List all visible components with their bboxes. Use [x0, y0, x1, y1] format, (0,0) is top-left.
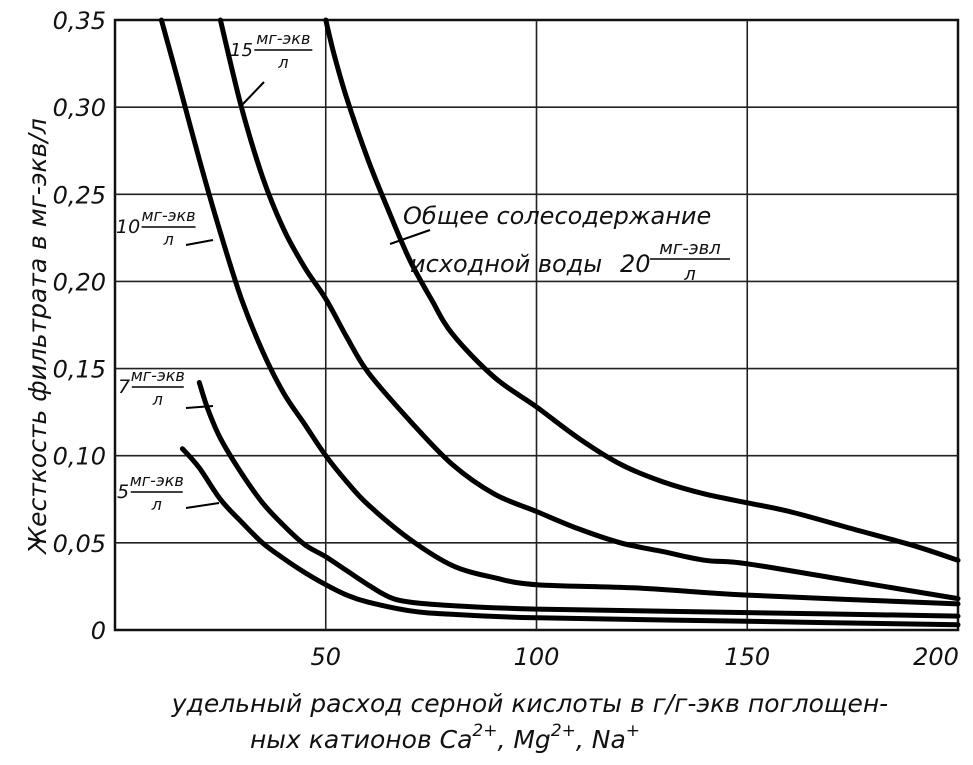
series-label-value: 10 [116, 216, 140, 238]
series-label-unit-numerator: мг-экв [131, 366, 185, 385]
label-leader-line [185, 239, 214, 246]
label-leader-line [185, 502, 220, 509]
x-tick-label: 200 [913, 643, 959, 671]
series-label-unit-numerator: мг-эвл [659, 238, 721, 259]
series-line-10 [158, 17, 961, 607]
series-labels: 5мг-эквл7мг-эквл10мг-эквл15мг-эквлОбщее … [116, 29, 730, 514]
y-axis-label: Жесткость фильтрата в мг-экв/л [23, 118, 52, 556]
series-line-7 [196, 380, 961, 619]
series-label-7: 7мг-экв л [118, 366, 185, 409]
series-label-unit-numerator: мг-экв [130, 471, 184, 490]
axis-labels: Жесткость фильтрата в мг-экв/л удельный … [23, 118, 888, 754]
y-tick-label: 0,25 [53, 181, 106, 209]
label-leader-line [185, 405, 214, 409]
y-tick-label: 0,10 [53, 443, 106, 471]
series-label-unit-denominator: л [277, 53, 288, 72]
series-label-20: Общее солесодержание исходной воды 20 мг-эв… [403, 202, 730, 285]
y-tick-label: 0 [91, 617, 106, 645]
label-leader-line [241, 81, 265, 106]
series-curves [158, 17, 961, 628]
series-label-value: 20 [620, 250, 651, 278]
x-tick-label: 150 [724, 643, 770, 671]
series-label-prefix-line2: исходной воды [410, 250, 602, 278]
y-tick-label: 0,05 [53, 530, 106, 558]
series-label-prefix-line1: Общее солесодержание [403, 202, 711, 230]
x-axis-label-line2: ных катионов Ca2+, Mg2+, Na+ [250, 721, 640, 754]
label-leader-line [389, 229, 431, 245]
x-tick-label: 100 [514, 643, 560, 671]
series-label-value: 7 [118, 376, 130, 398]
series-label-unit-denominator: л [683, 264, 696, 285]
series-label-5: 5мг-экв л [117, 471, 184, 514]
y-tick-label: 0,15 [53, 356, 106, 384]
series-label-unit-numerator: мг-экв [256, 29, 310, 48]
series-label-unit-denominator: л [151, 495, 162, 514]
series-line-15 [217, 17, 961, 602]
y-tick-label: 0,20 [53, 268, 106, 296]
series-line-20 [323, 17, 961, 563]
series-label-unit-denominator: л [152, 390, 163, 409]
x-tick-label: 50 [310, 643, 341, 671]
series-line-5 [179, 446, 961, 628]
series-label-value: 15 [230, 40, 253, 61]
series-label-value: 5 [117, 481, 129, 503]
y-tick-label: 0,30 [53, 94, 106, 122]
tick-labels: 0 0,05 0,10 0,15 0,20 0,25 0,30 0,35 50 100 150 200 [53, 7, 959, 671]
series-label-unit-denominator: л [162, 230, 173, 249]
x-axis-label-line1: удельный расход серной кислоты в г/г-экв… [171, 689, 888, 718]
grid [113, 18, 960, 632]
y-tick-label: 0,35 [53, 7, 106, 35]
series-label-unit-numerator: мг-экв [141, 206, 195, 225]
